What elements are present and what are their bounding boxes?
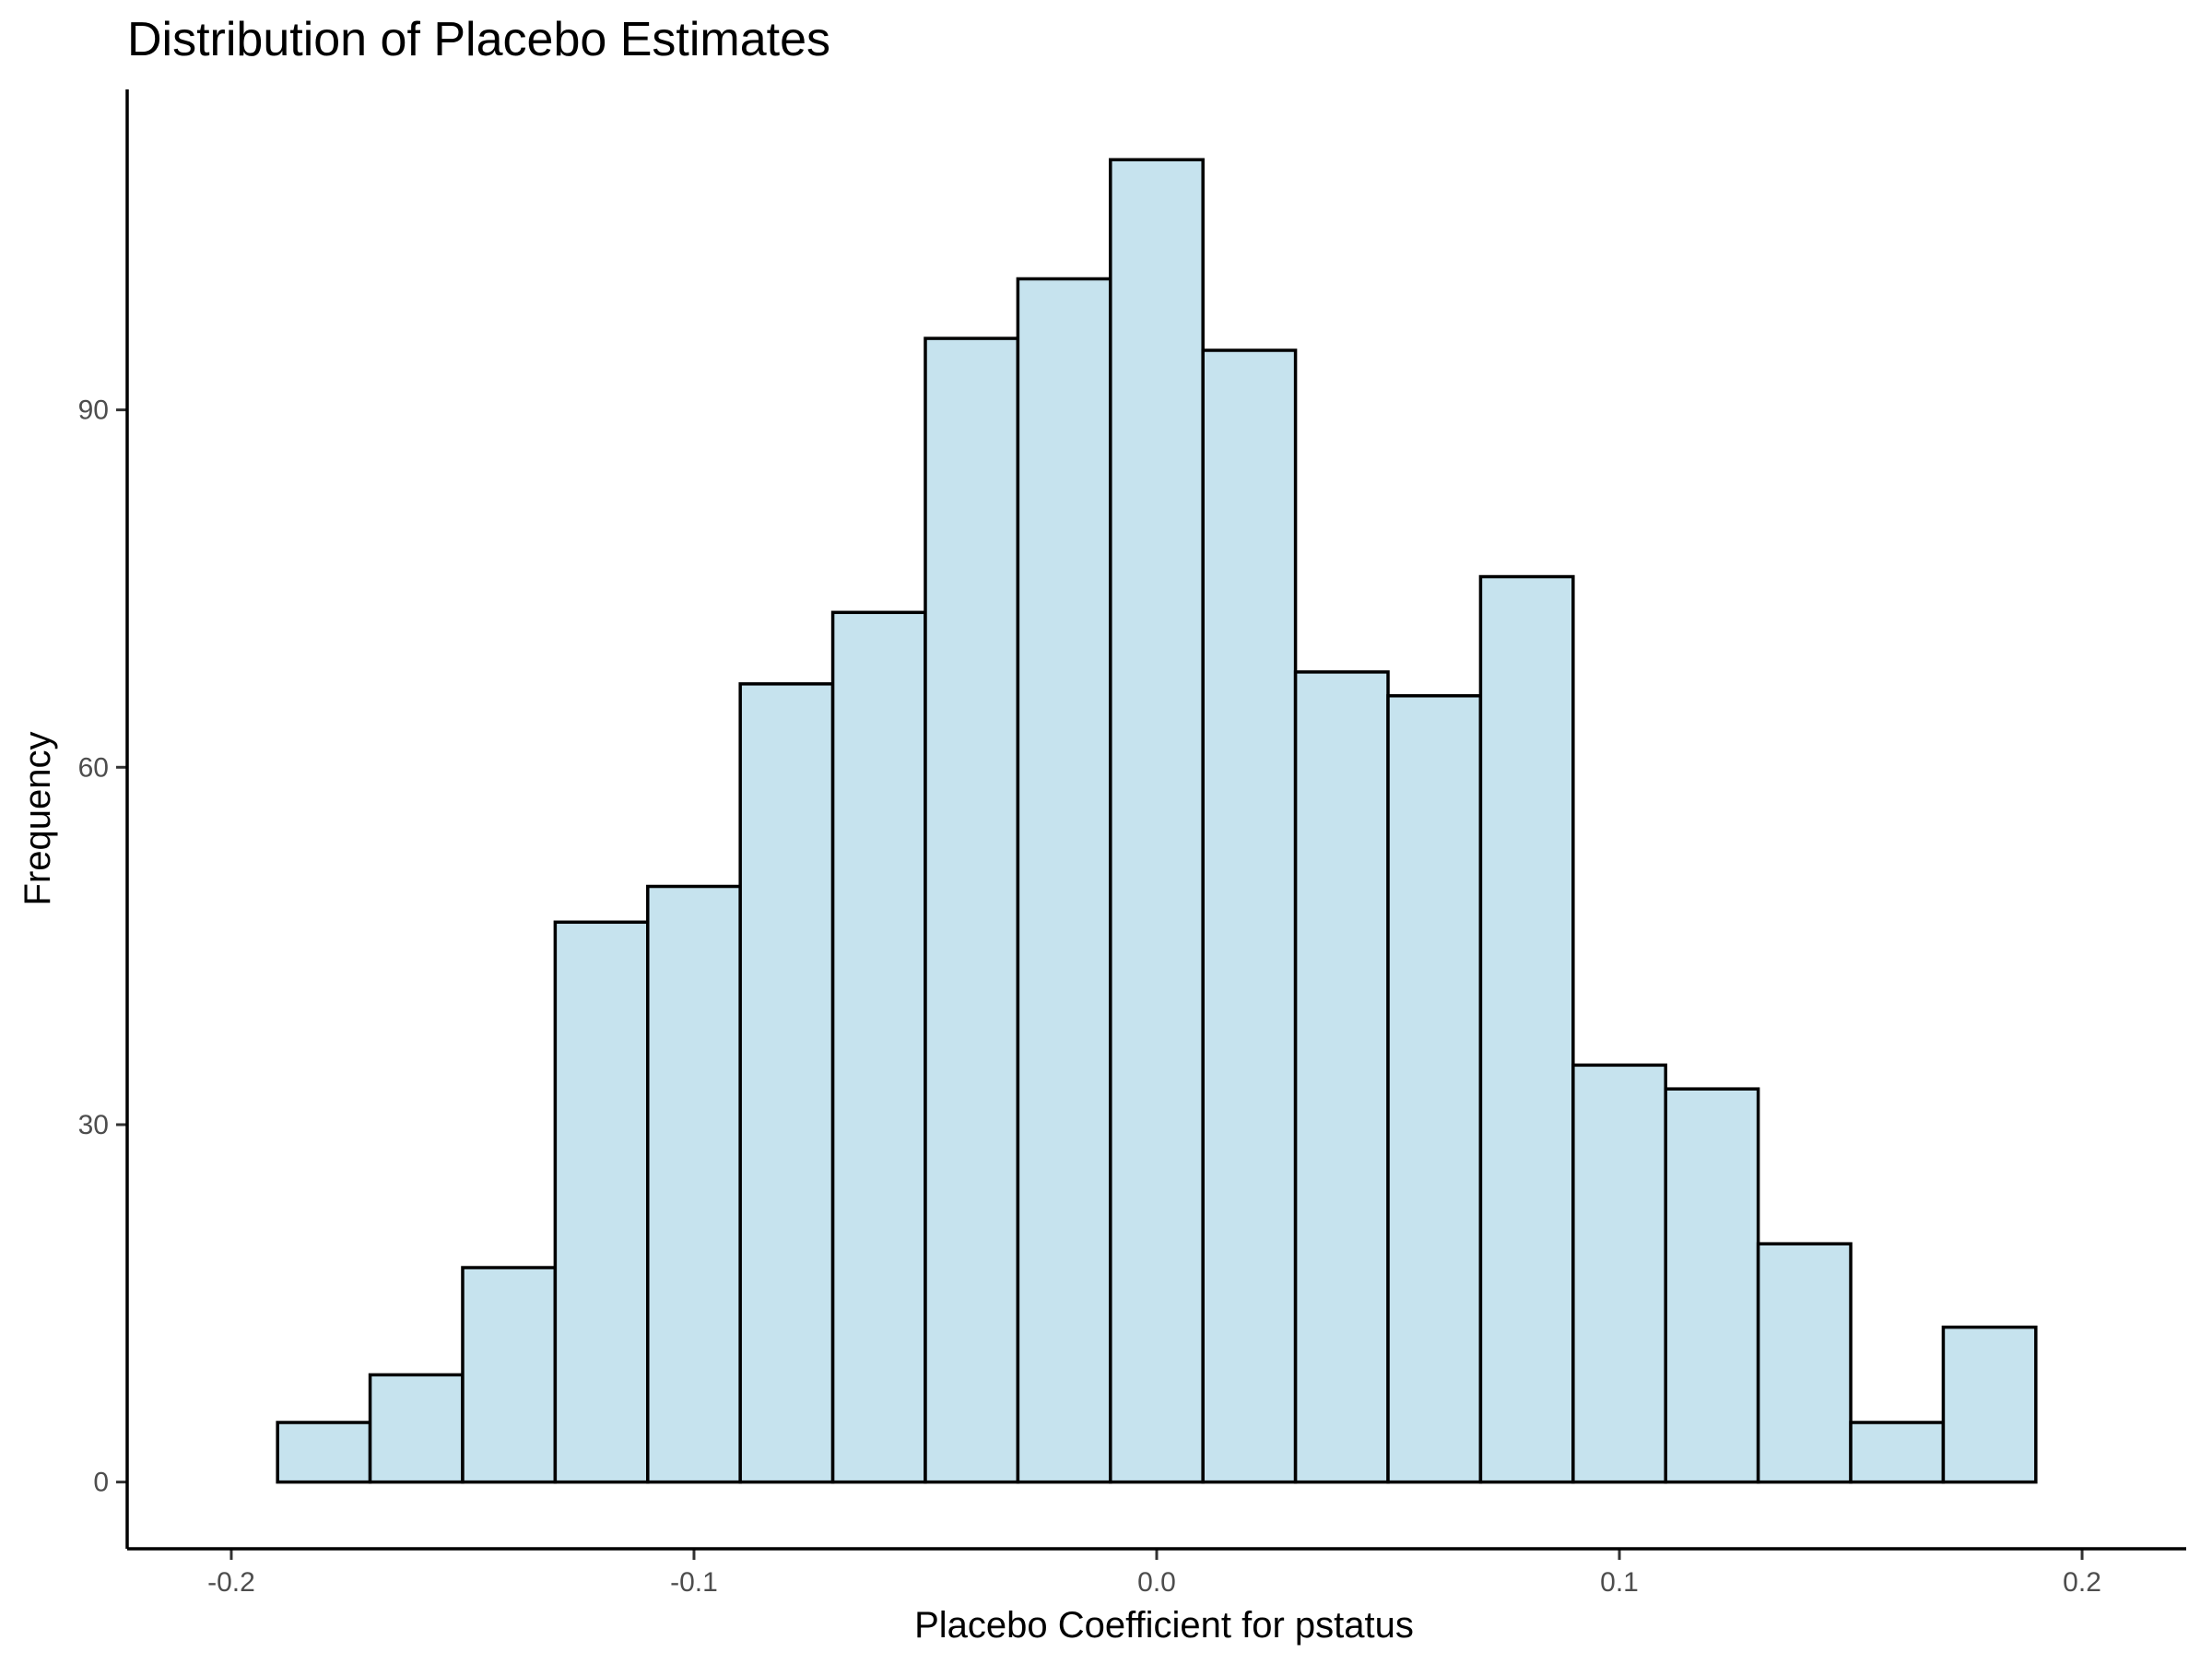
x-tick-label: -0.1: [670, 1567, 718, 1598]
x-axis-ticks: -0.2 -0.1 0.0 0.1 0.2: [207, 1549, 2101, 1598]
histogram-bar: [1664, 1087, 1760, 1484]
histogram-bar: [1201, 348, 1298, 1484]
histogram-bar: [738, 682, 835, 1484]
x-tick-label: 0.2: [2063, 1567, 2101, 1598]
y-tick-label: 30: [78, 1110, 109, 1140]
histogram-bar: [830, 610, 927, 1484]
histogram-bar: [1478, 574, 1575, 1484]
histogram-bar: [924, 336, 1020, 1484]
bars-layer: [276, 158, 2038, 1484]
y-axis-ticks: 0 30 60 90: [78, 395, 127, 1498]
histogram-bar: [1293, 670, 1390, 1484]
x-tick-label: -0.2: [207, 1567, 255, 1598]
histogram-bar: [1756, 1242, 1853, 1484]
x-axis-title: Placebo Coefficient for pstatus: [914, 1605, 1414, 1646]
histogram-bar: [1849, 1421, 1946, 1484]
chart-title: Distribution of Placebo Estimates: [127, 13, 830, 66]
histogram-bar: [276, 1421, 372, 1484]
histogram-bar: [1109, 158, 1205, 1484]
histogram-bar: [1571, 1063, 1667, 1484]
histogram-bar: [553, 920, 650, 1484]
histogram-bar: [1016, 277, 1112, 1484]
histogram-bar: [1941, 1325, 2038, 1484]
histogram-bar: [1386, 694, 1483, 1484]
histogram-bar: [646, 884, 742, 1484]
y-tick-label: 60: [78, 752, 109, 783]
x-tick-label: 0.1: [1600, 1567, 1639, 1598]
y-tick-label: 0: [93, 1468, 109, 1498]
x-tick-label: 0.0: [1137, 1567, 1176, 1598]
histogram-bar: [461, 1266, 558, 1484]
histogram-bar: [368, 1373, 465, 1484]
y-axis-title: Frequency: [18, 732, 58, 906]
y-tick-label: 90: [78, 395, 109, 426]
